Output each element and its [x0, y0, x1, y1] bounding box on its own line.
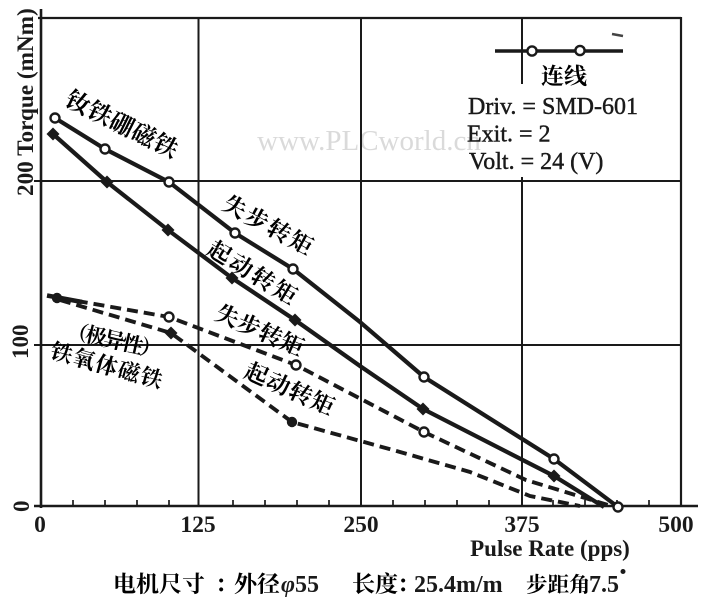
svg-text:125: 125	[180, 512, 215, 538]
svg-text:7.5: 7.5	[589, 572, 619, 598]
svg-text:100: 100	[8, 325, 33, 360]
svg-text:www.PLCworld.cn: www.PLCworld.cn	[257, 125, 481, 157]
svg-text:Pulse Rate (pps): Pulse Rate (pps)	[470, 536, 630, 561]
svg-text:200 Torque (mNm): 200 Torque (mNm)	[13, 8, 39, 196]
svg-text:Volt. = 24 (V): Volt. = 24 (V)	[469, 149, 603, 175]
svg-text:φ55: φ55	[281, 572, 319, 598]
svg-text:Exit. = 2: Exit. = 2	[467, 122, 551, 148]
svg-text:0: 0	[34, 512, 46, 538]
svg-text:0: 0	[9, 501, 34, 513]
svg-text:375: 375	[504, 512, 539, 538]
svg-text:Driv. = SMD-601: Driv. = SMD-601	[468, 94, 638, 120]
svg-text:25.4m/m: 25.4m/m	[414, 572, 503, 598]
svg-text:250: 250	[343, 512, 378, 538]
svg-text:500: 500	[658, 512, 693, 538]
